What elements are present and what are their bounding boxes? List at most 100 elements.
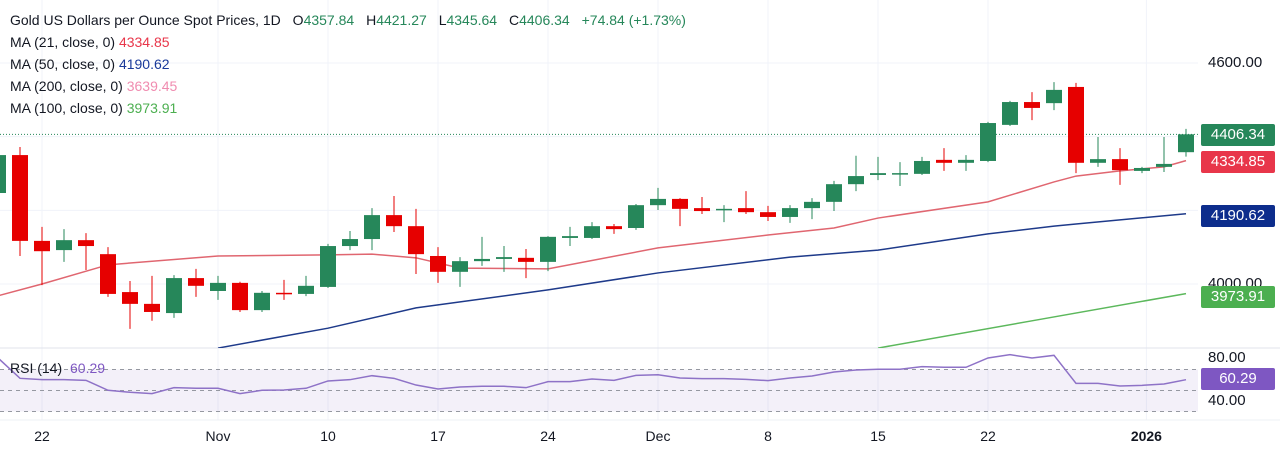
open-label: O: [292, 12, 304, 28]
ma100-line: [877, 292, 1187, 348]
chart-legend: Gold US Dollars per Ounce Spot Prices, 1…: [10, 9, 686, 119]
candle-body: [386, 215, 402, 227]
candle: [1156, 137, 1172, 173]
candle-body: [694, 208, 710, 212]
candle: [782, 205, 798, 223]
candle: [584, 222, 600, 240]
moving-average-lines: [0, 159, 1187, 348]
candle-body: [1156, 163, 1172, 167]
candle: [1024, 92, 1040, 121]
candle: [672, 198, 688, 227]
ma21-label: MA (21, close, 0): [10, 34, 116, 50]
ma100-label: MA (100, close, 0): [10, 100, 123, 116]
candle: [716, 205, 732, 223]
candle-body: [188, 278, 204, 286]
candle: [122, 281, 138, 329]
candle: [0, 155, 6, 194]
candle: [430, 247, 446, 283]
rsi-badge: 60.29: [1201, 368, 1275, 390]
candle: [694, 197, 710, 215]
candle: [914, 156, 930, 175]
grid-lines: [0, 0, 1198, 420]
candle-body: [782, 208, 798, 217]
legend-ma21[interactable]: MA (21, close, 0) 4334.85: [10, 31, 686, 53]
time-tick-label: Nov: [205, 428, 231, 444]
rsi-band: [0, 369, 1198, 412]
ma21-line: [0, 159, 1187, 297]
candle-body: [606, 226, 622, 230]
candle: [298, 275, 314, 297]
low-label: L: [438, 12, 447, 28]
candle-body: [628, 205, 644, 228]
time-tick-label: 17: [430, 428, 446, 444]
candle: [232, 281, 248, 312]
ma200-value: 3639.45: [126, 78, 178, 94]
candle-body: [320, 246, 336, 287]
candle-body: [1046, 89, 1062, 104]
candle-body: [980, 123, 996, 161]
rsi-tick-80: 80.00: [1208, 349, 1246, 366]
candle-body: [1090, 159, 1106, 163]
candle: [408, 208, 424, 275]
time-tick-label: 22: [34, 428, 50, 444]
candle: [496, 246, 512, 272]
candle: [1134, 166, 1150, 174]
candle-body: [848, 176, 864, 185]
candle-body: [496, 257, 512, 259]
candle-body: [166, 278, 182, 314]
candle-body: [716, 208, 732, 211]
candle: [650, 187, 666, 210]
candle: [1068, 82, 1084, 174]
y-tick-4600: 4600.00: [1208, 54, 1263, 71]
candle: [892, 162, 908, 187]
candle: [34, 226, 50, 286]
last-price-badge: 4406.34: [1201, 124, 1275, 146]
legend-ma100[interactable]: MA (100, close, 0) 3973.91: [10, 97, 686, 119]
candle: [738, 191, 754, 215]
legend-ma200[interactable]: MA (200, close, 0) 3639.45: [10, 75, 686, 97]
candle: [452, 257, 468, 287]
candle: [254, 290, 270, 312]
candle-body: [584, 226, 600, 238]
candle: [1112, 148, 1128, 185]
candle: [56, 229, 72, 262]
candle-body: [1112, 159, 1128, 171]
candle: [320, 243, 336, 289]
rsi-line: [0, 353, 1187, 395]
candle: [342, 230, 358, 251]
candle: [364, 208, 380, 251]
candle-body: [1178, 134, 1194, 153]
symbol-title[interactable]: Gold US Dollars per Ounce Spot Prices, 1…: [10, 12, 281, 28]
legend-ma50[interactable]: MA (50, close, 0) 4190.62: [10, 53, 686, 75]
rsi-legend[interactable]: RSI (14) 60.29: [10, 360, 105, 376]
candle: [980, 121, 996, 163]
candle-body: [144, 303, 160, 312]
candle-body: [122, 292, 138, 304]
candle-body: [870, 173, 886, 175]
ma21-value: 4334.85: [118, 34, 170, 50]
candle-body: [210, 282, 226, 291]
legend-title-row: Gold US Dollars per Ounce Spot Prices, 1…: [10, 9, 686, 31]
candle-body: [342, 239, 358, 247]
candle-body: [0, 155, 6, 194]
candle: [100, 247, 116, 297]
candle-body: [34, 240, 50, 252]
ma50-line: [217, 213, 1187, 348]
candle-body: [738, 208, 754, 213]
candle-body: [826, 184, 842, 202]
candle-body: [760, 212, 776, 217]
candle: [804, 198, 820, 220]
candle: [518, 248, 534, 279]
candle-body: [364, 215, 380, 240]
candle: [562, 226, 578, 247]
candle: [1046, 82, 1062, 111]
low-value: 4345.64: [446, 12, 498, 28]
ma100-badge: 3973.91: [1201, 286, 1275, 308]
candle: [1002, 100, 1018, 126]
time-tick-label: 15: [870, 428, 886, 444]
open-value: 4357.84: [303, 12, 355, 28]
candle: [210, 275, 226, 300]
ma50-value: 4190.62: [118, 56, 170, 72]
candle-body: [540, 236, 556, 262]
